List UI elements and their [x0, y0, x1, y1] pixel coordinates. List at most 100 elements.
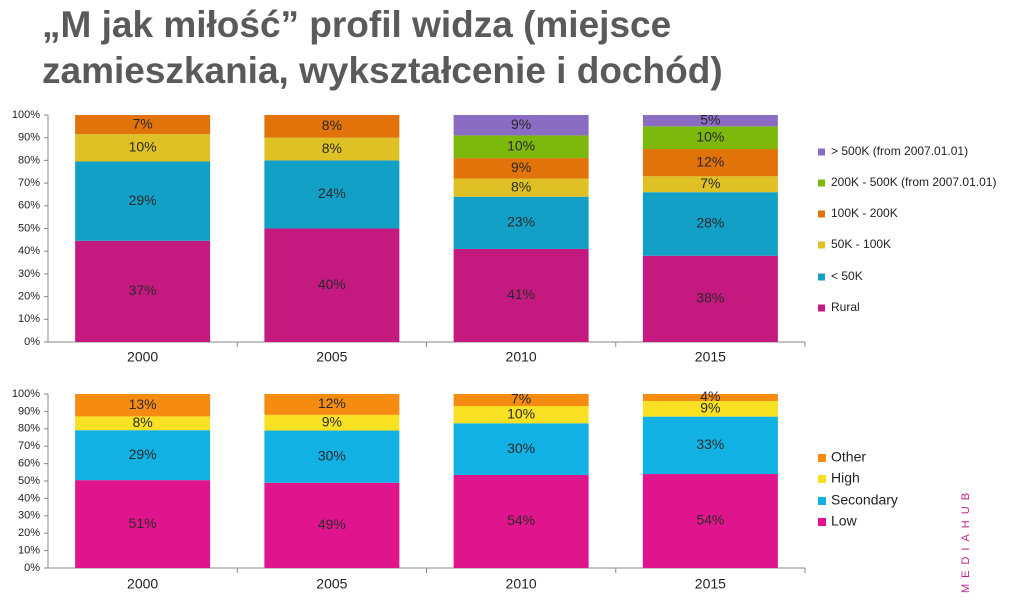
legend-swatch [818, 304, 825, 312]
bar-segment [453, 196, 589, 249]
legend-swatch [818, 241, 825, 249]
bar-segment [264, 394, 400, 415]
legend-swatch [818, 518, 826, 526]
x-tick-label: 2005 [316, 576, 347, 592]
data-label: 54% [696, 512, 724, 528]
data-label: 10% [507, 137, 535, 153]
data-label: 24% [318, 185, 346, 201]
x-tick-label: 2000 [127, 576, 158, 592]
bar-segment [75, 161, 211, 241]
data-label: 9% [511, 159, 531, 175]
bar-segment [453, 158, 589, 179]
bar-segment [642, 400, 778, 417]
data-label: 30% [318, 447, 346, 463]
data-label: 41% [507, 286, 535, 302]
slide-title: „M jak miłość” profil widza (miejsce zam… [42, 4, 723, 91]
data-label: 38% [696, 290, 724, 306]
legend-swatch [818, 475, 826, 483]
legend-label: Rural [831, 300, 860, 314]
bar-segment [75, 240, 211, 342]
bar-segment [642, 176, 778, 193]
legend-swatch [818, 179, 825, 187]
bar-segment [264, 228, 400, 342]
bar-segment [453, 178, 589, 197]
y-tick-label: 50% [18, 222, 40, 234]
bar-segment [264, 115, 400, 138]
y-tick-label: 50% [18, 475, 40, 487]
x-tick-label: 2010 [506, 576, 537, 592]
bar-segment [642, 474, 778, 568]
bar-segment [642, 115, 778, 127]
data-label: 7% [511, 391, 531, 407]
data-label: 7% [700, 175, 720, 191]
legend-label: High [831, 470, 860, 486]
bar-segment [75, 480, 211, 568]
data-label: 37% [129, 282, 157, 298]
data-label: 8% [133, 414, 153, 430]
y-tick-label: 10% [18, 545, 40, 557]
legend-label: Low [831, 513, 858, 529]
bar-segment [264, 160, 400, 229]
data-label: 9% [700, 399, 720, 415]
legend-label: 100K - 200K [831, 206, 898, 220]
y-tick-label: 30% [18, 510, 40, 522]
y-tick-label: 20% [18, 527, 40, 539]
y-tick-label: 80% [18, 154, 40, 166]
bar-segment [264, 137, 400, 161]
data-label: 8% [322, 117, 342, 133]
y-tick-label: 0% [24, 336, 40, 348]
y-tick-label: 70% [18, 177, 40, 189]
data-label: 23% [507, 214, 535, 230]
bar-segment [642, 394, 778, 401]
data-label: 10% [507, 405, 535, 421]
data-label: 30% [507, 440, 535, 456]
legend-swatch [818, 454, 826, 462]
data-label: 33% [696, 436, 724, 452]
bar-segment [453, 423, 589, 475]
data-label: 9% [511, 116, 531, 132]
data-label: 12% [696, 153, 724, 169]
data-label: 29% [129, 446, 157, 462]
y-tick-label: 70% [18, 440, 40, 452]
y-tick-label: 10% [18, 313, 40, 325]
legend-label: < 50K [831, 269, 863, 283]
y-tick-label: 20% [18, 291, 40, 303]
y-tick-label: 40% [18, 245, 40, 257]
data-label: 12% [318, 395, 346, 411]
bar-segment [264, 482, 400, 568]
bar-segment [453, 394, 589, 407]
bar-segment [453, 406, 589, 424]
y-tick-label: 90% [18, 405, 40, 417]
y-tick-label: 100% [12, 388, 40, 400]
data-label: 13% [129, 396, 157, 412]
bar-segment [642, 192, 778, 256]
y-tick-label: 60% [18, 458, 40, 470]
data-label: 51% [129, 515, 157, 531]
legend-label: 200K - 500K (from 2007.01.01) [831, 175, 996, 189]
bar-segment [642, 149, 778, 177]
data-label: 29% [129, 192, 157, 208]
data-label: 54% [507, 512, 535, 528]
y-tick-label: 80% [18, 423, 40, 435]
x-tick-label: 2000 [127, 349, 158, 365]
bar-segment [453, 474, 589, 568]
bar-segment [264, 430, 400, 483]
bar-segment [75, 394, 211, 417]
logo: MEDIAHUB [960, 487, 972, 593]
x-tick-label: 2010 [506, 349, 537, 365]
bar-segment [75, 430, 211, 481]
bar-segment [75, 134, 211, 162]
data-label: 8% [322, 140, 342, 156]
legend-swatch [818, 273, 825, 281]
x-tick-label: 2005 [316, 349, 347, 365]
bar-segment [264, 414, 400, 431]
data-label: 28% [696, 215, 724, 231]
data-label: 5% [700, 111, 720, 127]
data-label: 4% [700, 388, 720, 404]
bar-segment [453, 135, 589, 159]
legend-label: Secondary [831, 492, 898, 508]
bar-segment [75, 115, 211, 135]
data-label: 10% [696, 128, 724, 144]
legend-swatch [818, 210, 825, 218]
